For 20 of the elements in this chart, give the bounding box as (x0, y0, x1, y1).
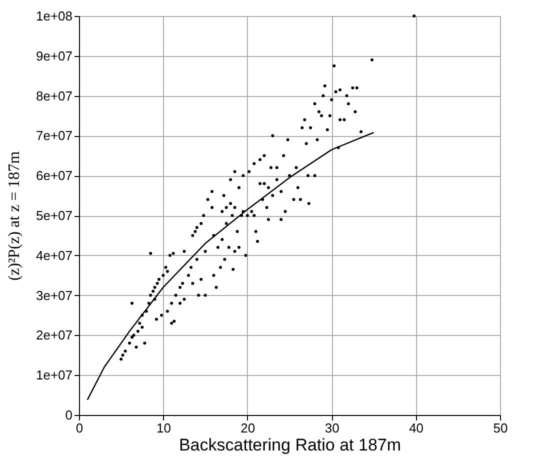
y-tick-label: 5e+07 (36, 208, 72, 223)
x-tick-label: 10 (156, 420, 171, 436)
x-tick-label: 0 (76, 420, 84, 436)
y-tick-label: 3e+07 (36, 288, 72, 303)
y-tick-label: 4e+07 (36, 248, 72, 263)
x-tick-label: 40 (409, 420, 424, 436)
y-tick-label: 8e+07 (36, 88, 72, 104)
x-tick-label: 20 (240, 420, 256, 436)
y-tick-label: 1e+08 (36, 8, 72, 24)
x-tick-label: 30 (324, 420, 340, 436)
y-tick-label: 1e+07 (36, 368, 72, 383)
x-tick-label: 50 (493, 420, 508, 436)
y-axis-title: (z)²P(z) at z = 187m (6, 150, 23, 281)
y-tick-label: 0 (65, 408, 72, 422)
y-tick-label: 9e+07 (36, 48, 72, 64)
x-axis-title: Backscattering Ratio at 187m (178, 436, 402, 454)
y-tick-label: 7e+07 (36, 128, 72, 144)
line-series (86, 132, 374, 400)
y-tick-label: 2e+07 (36, 328, 72, 343)
y-tick-label: 6e+07 (36, 168, 72, 184)
